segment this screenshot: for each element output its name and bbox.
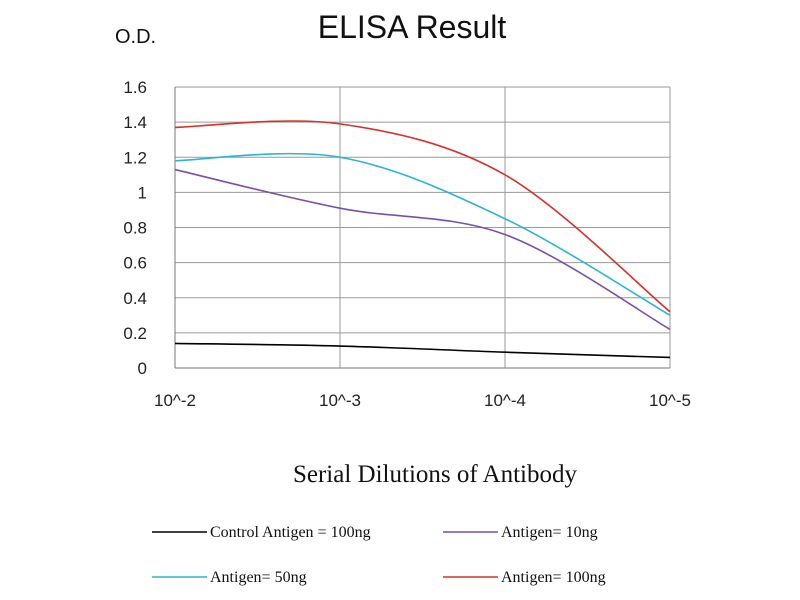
y-tick-label: 0.4 [123, 289, 147, 308]
x-axis-label: Serial Dilutions of Antibody [293, 461, 578, 488]
legend-label: Antigen= 100ng [501, 569, 606, 586]
y-tick-label: 1.6 [123, 78, 147, 97]
x-tick-label: 10^-5 [649, 391, 691, 410]
y-tick-label: 1 [138, 183, 147, 202]
series-line-0 [174, 342, 671, 359]
legend-label: Antigen= 10ng [501, 524, 598, 541]
series-line-2 [174, 152, 671, 317]
series-line-3 [174, 120, 671, 313]
x-tick-label: 10^-2 [154, 391, 196, 410]
legend-label: Antigen= 50ng [210, 569, 307, 586]
y-tick-label: 0.2 [123, 324, 147, 343]
y-tick-label: 0.8 [123, 219, 147, 238]
y-tick-label: 1.4 [123, 113, 147, 132]
chart-title: ELISA Result [318, 9, 507, 45]
y-tick-label: 0.6 [123, 254, 147, 273]
y-axis-label: O.D. [115, 26, 156, 48]
x-tick-label: 10^-3 [319, 391, 361, 410]
x-tick-label: 10^-4 [484, 391, 526, 410]
y-tick-label: 0 [138, 359, 147, 378]
legend-label: Control Antigen = 100ng [210, 524, 371, 541]
y-tick-label: 1.2 [123, 148, 147, 167]
series-line-1 [174, 168, 671, 331]
